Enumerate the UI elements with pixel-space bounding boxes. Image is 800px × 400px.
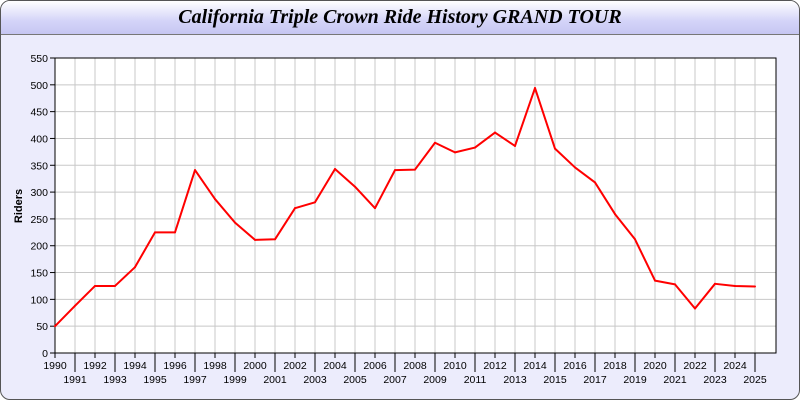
data-point [214,198,216,201]
data-point [314,201,316,204]
x-tick-label: 1990 [43,360,67,372]
x-tick-label: 2002 [283,360,307,372]
x-tick-label: 1995 [143,374,167,386]
y-tick-label: 0 [42,348,48,360]
y-tick-label: 450 [30,107,48,119]
x-tick-label: 2010 [443,360,467,372]
x-tick-label: 2005 [343,374,367,386]
data-point [534,87,536,90]
data-point [54,325,56,328]
data-point [234,221,236,224]
data-point [114,284,116,287]
data-point [474,146,476,149]
data-point [554,147,556,150]
plot-border [54,57,777,354]
x-tick-label: 2021 [663,374,687,386]
y-tick-label: 100 [30,294,48,306]
y-tick-label: 550 [30,53,48,65]
y-tick-label: 500 [30,80,48,92]
data-point [434,141,436,144]
x-tick-label: 1997 [183,374,207,386]
x-tick-label: 2008 [403,360,427,372]
x-tick-label: 2003 [303,374,327,386]
x-tick-label: 2017 [583,374,607,386]
data-point [354,185,356,188]
x-tick-label: 2023 [703,374,727,386]
data-point [334,168,336,171]
x-tick-label: 1996 [163,360,187,372]
data-point [714,282,716,285]
y-tick-label: 300 [30,187,48,199]
x-tick-label: 2012 [483,360,507,372]
x-tick-label: 2004 [323,360,347,372]
data-point [394,169,396,172]
data-point [414,168,416,171]
data-point [694,307,696,310]
series-line [54,87,756,327]
y-tick-label: 200 [30,241,48,253]
x-tick-label: 2014 [523,360,547,372]
x-tick-label: 1991 [63,374,87,386]
data-point [734,284,736,287]
data-point [634,238,636,241]
x-tick-label: 2015 [543,374,567,386]
x-tick-label: 2009 [423,374,447,386]
data-point [454,151,456,154]
x-tick-label: 2007 [383,374,407,386]
data-point [174,231,176,234]
y-tick-label: 250 [30,214,48,226]
x-tick-label: 2006 [363,360,387,372]
y-axis-label: Riders [13,189,25,223]
x-tick-label: 2016 [563,360,587,372]
x-tick-label: 2011 [464,374,487,386]
x-tick-label: 2001 [263,374,287,386]
y-tick-label: 400 [30,133,48,145]
x-tick-label: 1992 [83,360,107,372]
data-point [134,266,136,269]
data-point [254,238,256,241]
x-tick-label: 2018 [603,360,627,372]
y-tick-label: 150 [30,268,48,280]
x-tick-label: 1999 [223,374,247,386]
x-tick-label: 2000 [243,360,267,372]
data-point [594,181,596,184]
y-tick-label: 350 [30,160,48,172]
data-point [514,144,516,147]
x-tick-label: 2022 [683,360,707,372]
data-point [274,238,276,241]
chart-title: California Triple Crown Ride History GRA… [178,6,622,28]
y-tick-label: 50 [36,321,48,333]
data-point [674,283,676,286]
data-point [614,213,616,216]
x-tick-label: 1993 [103,374,127,386]
x-tick-label: 1998 [203,360,227,372]
x-tick-label: 2024 [723,360,747,372]
data-point [74,304,76,307]
x-tick-label: 1994 [123,360,147,372]
data-point [294,207,296,210]
data-point [754,285,756,288]
x-tick-label: 2013 [503,374,527,386]
data-point [574,166,576,169]
data-point [654,279,656,282]
x-tick-label: 2019 [623,374,647,386]
data-point [374,207,376,210]
title-bar: California Triple Crown Ride History GRA… [1,1,799,35]
data-point [494,131,496,134]
data-point [194,169,196,172]
data-point [154,231,156,234]
x-tick-label: 2020 [643,360,667,372]
x-tick-label: 2025 [743,374,767,386]
data-point [94,284,96,287]
